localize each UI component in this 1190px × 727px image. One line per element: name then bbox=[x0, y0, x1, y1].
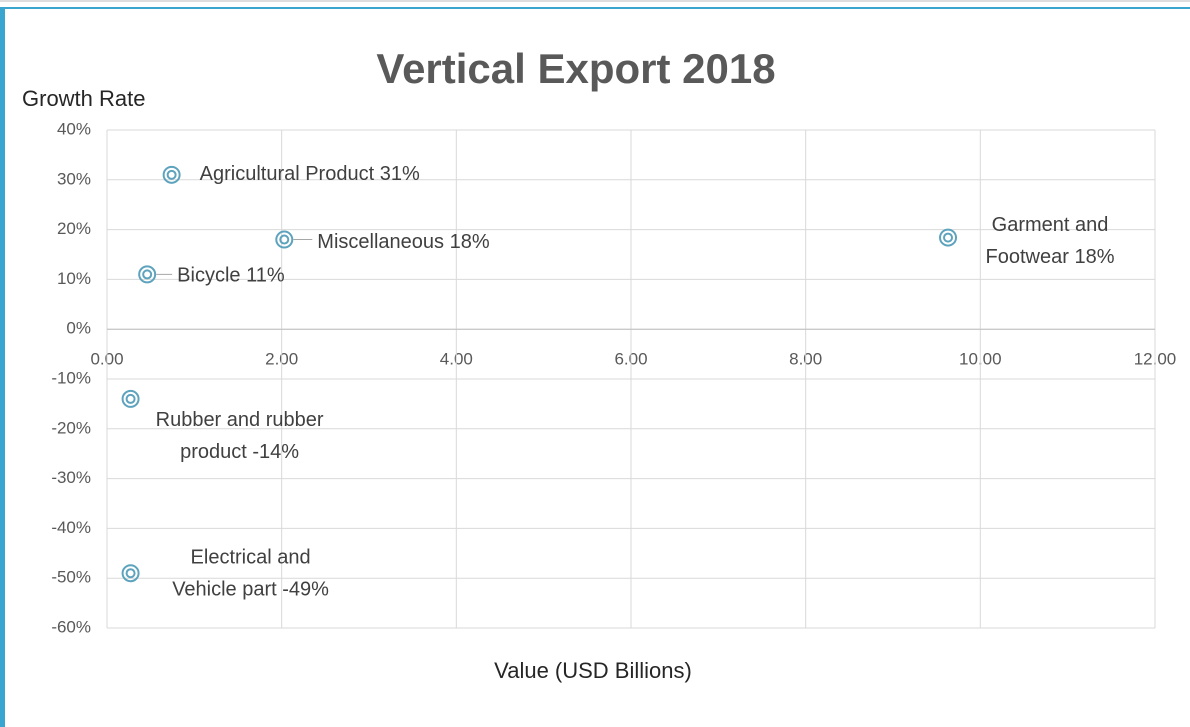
point bbox=[138, 265, 157, 284]
point bbox=[121, 564, 140, 583]
data-label: Footwear 18% bbox=[986, 246, 1115, 268]
point bbox=[162, 165, 181, 184]
marker-inner bbox=[166, 169, 177, 180]
data-label: product -14% bbox=[180, 441, 299, 463]
y-tick-label: 30% bbox=[57, 169, 91, 188]
marker-outer bbox=[121, 389, 140, 408]
marker-inner bbox=[125, 393, 136, 404]
data-label: Agricultural Product 31% bbox=[200, 163, 420, 185]
point bbox=[275, 230, 294, 249]
frame-left bbox=[0, 8, 5, 727]
data-label: Bicycle 11% bbox=[177, 265, 285, 287]
point bbox=[121, 389, 140, 408]
data-label: Garment and bbox=[992, 214, 1109, 236]
marker-outer bbox=[162, 165, 181, 184]
y-tick-label: -30% bbox=[51, 468, 91, 487]
marker-outer bbox=[121, 564, 140, 583]
marker-inner bbox=[142, 269, 153, 280]
marker-inner bbox=[943, 232, 954, 243]
marker-outer bbox=[939, 228, 958, 247]
point bbox=[939, 228, 958, 247]
y-tick-label: -50% bbox=[51, 568, 91, 587]
y-axis-title: Growth Rate bbox=[22, 86, 146, 111]
marker-inner bbox=[279, 234, 290, 245]
data-label: Vehicle part -49% bbox=[172, 579, 329, 601]
y-tick-label: -60% bbox=[51, 617, 91, 636]
y-tick-label: 10% bbox=[57, 269, 91, 288]
x-axis-title: Value (USD Billions) bbox=[494, 658, 692, 683]
marker-inner bbox=[125, 568, 136, 579]
y-tick-label: 40% bbox=[57, 119, 91, 138]
data-label: Rubber and rubber bbox=[156, 409, 324, 431]
marker-outer bbox=[138, 265, 157, 284]
y-tick-label: -20% bbox=[51, 418, 91, 437]
marker-outer bbox=[275, 230, 294, 249]
chart-title: Vertical Export 2018 bbox=[376, 45, 775, 92]
data-label: Electrical and bbox=[191, 547, 311, 569]
data-label: Miscellaneous 18% bbox=[317, 231, 490, 253]
y-tick-label: 0% bbox=[66, 319, 91, 338]
y-tick-label: 20% bbox=[57, 219, 91, 238]
y-tick-label: -40% bbox=[51, 518, 91, 537]
y-tick-label: -10% bbox=[51, 368, 91, 387]
